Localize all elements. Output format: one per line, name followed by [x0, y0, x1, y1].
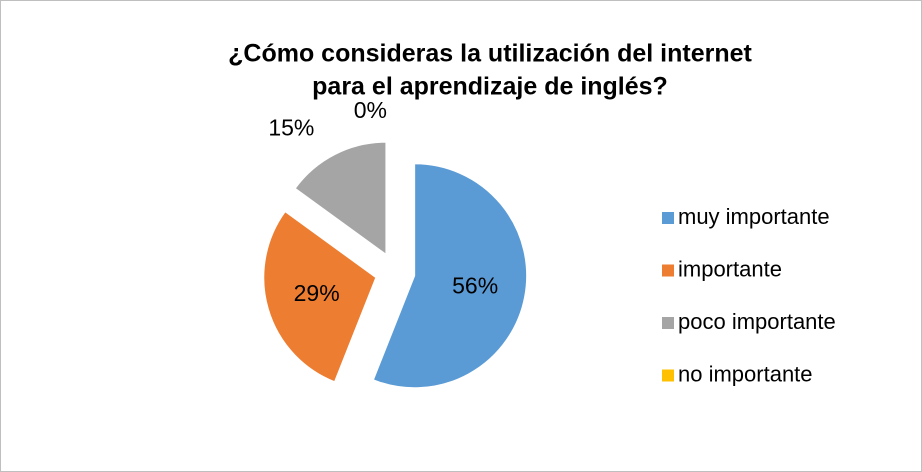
legend-label: importante	[678, 256, 782, 281]
pie-slice	[372, 163, 528, 389]
pie-slice	[294, 141, 387, 256]
legend-label: poco importante	[678, 309, 836, 334]
legend-label: muy importante	[678, 204, 830, 229]
data-label: 0%	[354, 97, 387, 123]
legend-swatch	[662, 317, 674, 329]
data-label: 29%	[294, 280, 340, 306]
legend-swatch	[662, 369, 674, 382]
legend-swatch	[662, 212, 674, 224]
data-label: 56%	[452, 272, 498, 298]
chart-title: ¿Cómo consideras la utilización del inte…	[228, 40, 752, 68]
data-label: 15%	[268, 115, 314, 141]
chart-subtitle: para el aprendizaje de inglés?	[312, 73, 668, 101]
pie-slice	[263, 211, 377, 383]
legend-label: no importante	[678, 361, 813, 386]
legend-swatch	[662, 264, 674, 277]
